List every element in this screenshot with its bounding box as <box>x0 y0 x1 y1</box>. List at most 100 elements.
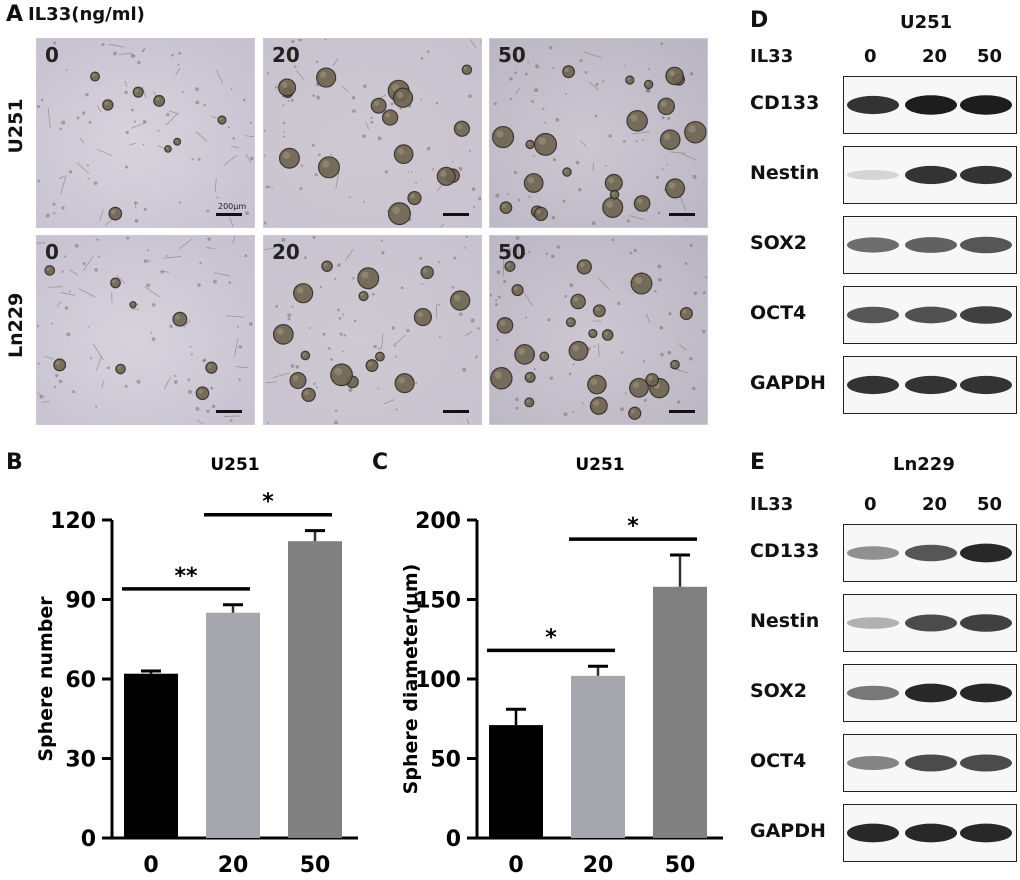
band <box>960 165 1012 185</box>
blot-nestin <box>843 146 1017 204</box>
band <box>960 95 1012 115</box>
panel-e-treatment: IL33 <box>750 494 794 515</box>
micrograph-u251-20: 20 <box>263 38 482 228</box>
protein-label-sox2: SOX2 <box>750 680 808 702</box>
panel-e-cell-line: Ln229 <box>893 454 955 475</box>
scale-bar <box>443 410 469 413</box>
row-label-ln229: Ln229 <box>5 292 27 358</box>
micrograph-ln229-20: 20 <box>263 235 482 425</box>
band <box>847 546 899 560</box>
band <box>905 95 957 115</box>
band <box>905 165 957 185</box>
scale-bar <box>216 410 242 413</box>
band <box>905 683 957 703</box>
band <box>905 823 957 843</box>
dose-label: 0 <box>45 43 59 67</box>
band <box>847 237 899 253</box>
protein-label-oct4: OCT4 <box>750 302 807 324</box>
lane-label-50: 50 <box>977 494 1003 515</box>
lane-label-50: 50 <box>977 46 1003 67</box>
band <box>847 685 899 701</box>
bar-50 <box>288 541 342 838</box>
x-tick-label: 20 <box>583 853 614 878</box>
micrograph-ln229-50: 50 <box>489 235 708 425</box>
y-axis-label: Sphere diameter(μm) <box>400 564 422 795</box>
band <box>847 617 899 629</box>
band <box>905 237 957 253</box>
band <box>905 375 957 395</box>
y-tick-label: 60 <box>65 668 96 693</box>
panel-c-letter: C <box>372 450 389 475</box>
lane-label-20: 20 <box>922 46 948 67</box>
x-tick-label: 50 <box>300 853 331 878</box>
blot-oct4 <box>843 734 1017 792</box>
lane-label-20: 20 <box>922 494 948 515</box>
band <box>960 683 1012 703</box>
y-tick-label: 150 <box>415 589 461 614</box>
lane-label-0: 0 <box>864 494 877 515</box>
band <box>960 375 1012 395</box>
protein-label-gapdh: GAPDH <box>750 372 826 394</box>
x-tick-label: 0 <box>143 853 158 878</box>
blot-cd133 <box>843 524 1017 582</box>
y-tick-label: 50 <box>430 748 461 773</box>
band <box>960 754 1012 772</box>
band <box>960 543 1012 563</box>
scale-bar <box>443 213 469 216</box>
dose-label: 20 <box>272 43 300 67</box>
x-tick-label: 50 <box>665 853 696 878</box>
bar-0 <box>489 725 543 838</box>
panel-d-cell-line: U251 <box>900 12 953 33</box>
dose-label: 20 <box>272 240 300 264</box>
x-tick-label: 20 <box>218 853 249 878</box>
protein-label-gapdh: GAPDH <box>750 820 826 842</box>
blot-gapdh <box>843 356 1017 414</box>
blot-oct4 <box>843 286 1017 344</box>
chart-title: U251 <box>575 455 624 475</box>
band <box>847 823 899 843</box>
row-label-u251: U251 <box>5 98 27 154</box>
band <box>905 754 957 772</box>
band <box>960 236 1012 254</box>
panel-a-letter: A <box>6 2 24 27</box>
y-tick-label: 120 <box>50 509 96 534</box>
dose-label: 50 <box>498 240 526 264</box>
band <box>847 306 899 324</box>
band <box>847 756 899 770</box>
significance-label: * <box>262 490 274 515</box>
panel-d-treatment: IL33 <box>750 46 794 67</box>
micrograph-ln229-0: 0 <box>36 235 255 425</box>
band <box>905 544 957 562</box>
significance-label: * <box>545 625 557 650</box>
band <box>905 614 957 632</box>
protein-label-sox2: SOX2 <box>750 232 808 254</box>
y-tick-label: 30 <box>65 748 96 773</box>
protein-label-nestin: Nestin <box>750 610 820 632</box>
sphere-diameter-chart: U251 0 50 100 150 200 Sphere diameter(μm) 0 20 50… <box>400 455 723 878</box>
scale-bar <box>669 213 695 216</box>
y-tick-label: 0 <box>446 827 461 852</box>
bar-20 <box>206 612 260 838</box>
y-tick-label: 0 <box>81 827 96 852</box>
blot-cd133 <box>843 76 1017 134</box>
protein-label-oct4: OCT4 <box>750 750 807 772</box>
panel-e-letter: E <box>750 450 766 475</box>
band <box>847 375 899 395</box>
dose-label: 0 <box>45 240 59 264</box>
band <box>847 95 899 115</box>
band <box>847 170 899 180</box>
y-tick-label: 100 <box>415 668 461 693</box>
micrograph-u251-0: 0 200µm <box>36 38 255 228</box>
band <box>960 614 1012 632</box>
band <box>960 306 1012 324</box>
significance-label: * <box>627 514 639 539</box>
band <box>905 306 957 324</box>
chart-title: U251 <box>210 455 259 475</box>
y-axis-label: Sphere number <box>35 596 57 762</box>
scale-bar-label: 200µm <box>218 202 247 211</box>
panel-b-letter: B <box>6 450 23 475</box>
il33-dose-header: IL33(ng/ml) <box>28 4 145 25</box>
micrograph-u251-50: 50 <box>489 38 708 228</box>
protein-label-cd133: CD133 <box>750 92 820 114</box>
